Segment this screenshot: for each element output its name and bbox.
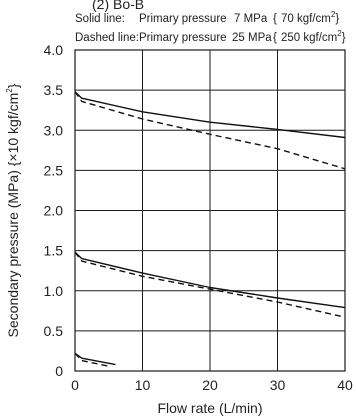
legend-dashed-sup: 2 [337, 29, 342, 38]
legend-solid-open: { [273, 13, 277, 25]
y-tick-label-6: 3.0 [44, 122, 64, 138]
x-tick-label-2: 20 [202, 377, 218, 393]
y-tick-label-1: 0.5 [44, 323, 64, 339]
y-axis-label-close: } [5, 83, 21, 88]
series-solid-line-0 [74, 91, 346, 139]
legend-dashed-value: 25 MPa [232, 32, 272, 44]
x-tick-label-3: 30 [270, 377, 286, 393]
y-tick-label-8: 4.0 [44, 42, 64, 58]
legend: Solid line: Primary pressure 7 MPa { 70 … [75, 10, 346, 44]
grid [74, 49, 346, 372]
y-tick-label-4: 2.0 [44, 203, 64, 219]
series-dashed-line-1 [74, 91, 346, 170]
y-tick-labels: 0 0.5 1.0 1.5 2.0 2.5 3.0 3.5 4.0 [44, 42, 64, 379]
legend-solid-imperial: 70 kgf/cm [281, 13, 331, 25]
legend-solid-desc: Primary pressure [139, 13, 227, 25]
legend-dashed-open: { [273, 32, 277, 44]
y-axis-label-main: Secondary pressure (MPa) {×10 kgf/cm [5, 93, 21, 338]
x-tick-label-1: 10 [135, 377, 151, 393]
plot-frame [74, 49, 346, 372]
x-tick-labels: 0 10 20 30 40 [71, 377, 353, 393]
series-group [74, 91, 346, 367]
y-tick-label-2: 1.0 [44, 283, 64, 299]
legend-dashed-prefix: Dashed line: [75, 32, 139, 44]
series-solid-line-2 [74, 251, 346, 309]
series-dashed-line-5 [74, 352, 109, 367]
y-tick-label-0: 0 [55, 363, 63, 379]
legend-dashed-close: } [342, 32, 346, 44]
plot-border [74, 49, 346, 372]
y-tick-label-3: 1.5 [44, 243, 64, 259]
series-dashed-line-3 [74, 251, 346, 318]
legend-solid-prefix: Solid line: [75, 13, 125, 25]
legend-dashed-desc: Primary pressure [139, 32, 227, 44]
legend-solid-value: 7 MPa [234, 13, 268, 25]
legend-solid: Solid line: Primary pressure 7 MPa { 70 … [75, 10, 339, 25]
x-axis-label: Flow rate (L/min) [157, 400, 262, 416]
y-tick-label-7: 3.5 [44, 82, 64, 98]
legend-solid-close: } [335, 13, 339, 25]
header-partial: (2) Bo-B [92, 0, 144, 12]
legend-dashed-imperial: 250 kgf/cm [281, 32, 337, 44]
legend-dashed: Dashed line: Primary pressure 25 MPa { 2… [75, 29, 346, 44]
y-axis-label-sup: 2 [5, 88, 14, 93]
y-axis-label: Secondary pressure (MPa) {×10 kgf/cm2} [5, 83, 21, 337]
y-tick-label-5: 2.5 [44, 162, 64, 178]
legend-solid-sup: 2 [331, 10, 336, 19]
x-tick-label-4: 40 [337, 377, 353, 393]
x-tick-label-0: 0 [71, 377, 79, 393]
